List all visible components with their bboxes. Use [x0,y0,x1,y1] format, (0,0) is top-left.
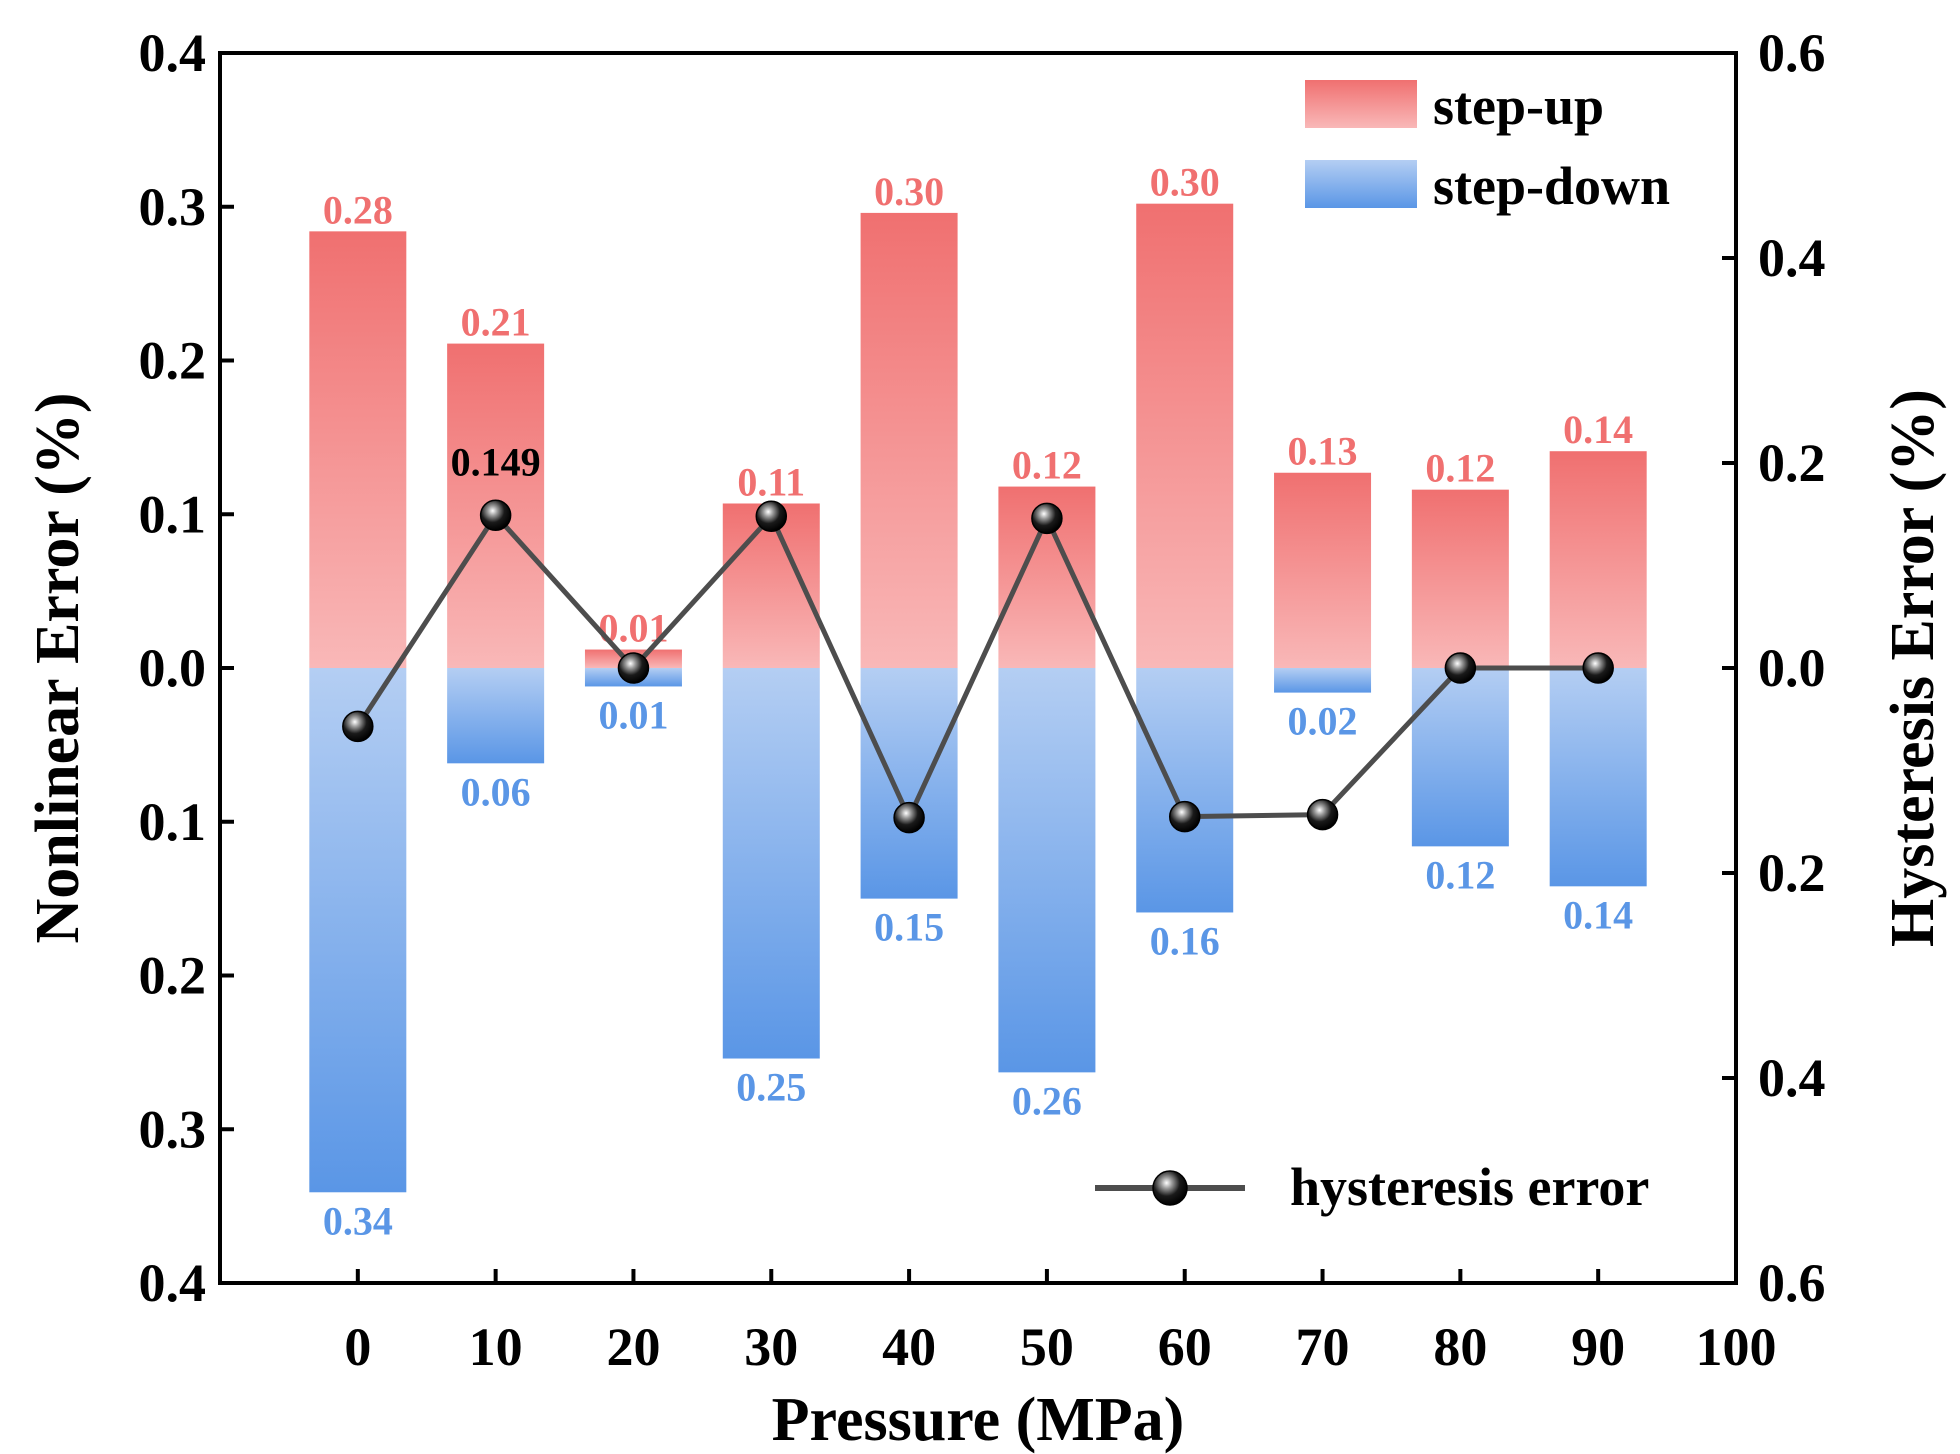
legend-bars: step-up step-down [1305,76,1670,216]
y-axis-right-title: Hysteresis Error (%) [1879,389,1947,947]
step-up-label-90: 0.14 [1563,407,1633,452]
step-up-label-60: 0.30 [1150,160,1220,205]
step-down-label-60: 0.16 [1150,918,1220,963]
x-tick-label-10: 10 [469,1317,523,1377]
y-left-tick-label-4: 0.0 [139,638,207,698]
y-right-tick-label-0: 0.6 [1758,23,1826,83]
y-left-tick-label-7: 0.3 [139,1099,207,1159]
legend-marker-icon [1152,1170,1188,1206]
y-axis-left-title: Nonlinear Error (%) [24,392,92,943]
step-down-label-0: 0.34 [323,1198,393,1243]
step-down-bars [309,668,1647,1193]
x-tick-label-60: 60 [1158,1317,1212,1377]
step-down-bar-40 [860,668,958,899]
step-down-bar-70 [1274,668,1372,693]
y-right-tick-label-6: 0.6 [1758,1253,1826,1313]
step-down-bar-90 [1549,668,1647,887]
step-down-bar-10 [447,668,545,764]
bar-value-labels: 0.280.340.210.060.010.010.110.250.300.15… [323,160,1633,1244]
hysteresis-line [355,512,1599,821]
legend-line: hysteresis error [1095,1157,1649,1217]
y-left-tick-label-2: 0.2 [139,331,207,391]
legend-label-step-up: step-up [1433,76,1604,136]
y-left-tick-label-0: 0.4 [139,23,207,83]
step-down-label-80: 0.12 [1425,852,1495,897]
hysteresis-point-30 [755,500,788,533]
step-down-label-70: 0.02 [1288,699,1358,744]
hysteresis-point-10 [479,499,512,532]
x-axis: 0 10 20 30 40 50 60 70 80 90 100 [344,1269,1777,1377]
x-tick-label-30: 30 [744,1317,798,1377]
y-right-tick-label-5: 0.4 [1758,1048,1826,1108]
x-tick-label-100: 100 [1696,1317,1777,1377]
step-down-bar-0 [309,668,407,1193]
step-up-label-0: 0.28 [323,187,393,232]
y-left-tick-label-5: 0.1 [139,792,207,852]
x-tick-label-40: 40 [882,1317,936,1377]
step-down-label-90: 0.14 [1563,892,1633,937]
y-right-tick-label-2: 0.2 [1758,433,1826,493]
step-up-bar-0 [309,231,407,668]
step-up-label-30: 0.11 [737,459,805,504]
y-right-tick-label-3: 0.0 [1758,638,1826,698]
y-right-tick-label-4: 0.2 [1758,843,1826,903]
step-up-bar-90 [1549,451,1647,668]
step-down-label-50: 0.26 [1012,1078,1082,1123]
hysteresis-point-40 [893,801,925,834]
y-left-tick-label-1: 0.3 [139,177,207,237]
legend-swatch-step-up [1305,80,1417,128]
x-tick-label-50: 50 [1020,1317,1074,1377]
y-left-tick-label-8: 0.4 [139,1253,207,1313]
step-up-bar-40 [860,212,958,668]
hysteresis-annotation: 0.149 [451,439,541,484]
x-tick-label-0: 0 [344,1317,371,1377]
step-up-bar-80 [1411,489,1509,668]
x-tick-label-20: 20 [606,1317,660,1377]
step-down-bar-80 [1411,668,1509,847]
step-up-bar-70 [1274,472,1372,668]
y-axis-left: 0.4 0.3 0.2 0.1 0.0 0.1 0.2 0.3 0.4 [139,23,234,1313]
y-right-tick-label-1: 0.4 [1758,228,1826,288]
step-up-label-40: 0.30 [874,169,944,214]
hysteresis-point-50 [1031,502,1063,535]
hysteresis-point-60 [1168,800,1201,833]
hysteresis-series: 0.149 [342,439,1614,834]
legend-swatch-step-down [1305,160,1417,208]
x-axis-title: Pressure (MPa) [772,1386,1185,1454]
step-down-label-40: 0.15 [874,905,944,950]
step-up-label-80: 0.12 [1425,446,1495,491]
step-down-bar-30 [722,668,820,1059]
step-up-label-70: 0.13 [1288,429,1358,474]
y-left-tick-label-3: 0.1 [139,484,207,544]
step-up-bars [309,203,1647,669]
step-down-bar-60 [1136,668,1234,913]
legend-label-step-down: step-down [1433,156,1670,216]
hysteresis-point-20 [617,652,650,684]
step-up-bar-60 [1136,203,1234,669]
step-down-label-10: 0.06 [461,769,531,814]
step-up-label-50: 0.12 [1012,443,1082,488]
x-tick-label-70: 70 [1296,1317,1350,1377]
hysteresis-point-0 [342,710,374,743]
x-tick-label-90: 90 [1571,1317,1625,1377]
step-down-label-20: 0.01 [598,692,668,737]
legend-label-hysteresis: hysteresis error [1290,1157,1649,1217]
y-left-tick-label-6: 0.2 [139,946,207,1006]
y-axis-right: 0.6 0.4 0.2 0.0 0.2 0.4 0.6 [1722,23,1826,1313]
hysteresis-point-80 [1444,652,1477,684]
hysteresis-point-90 [1582,652,1614,684]
step-down-label-30: 0.25 [736,1065,806,1110]
hysteresis-point-70 [1306,798,1339,831]
x-tick-label-80: 80 [1433,1317,1487,1377]
step-down-bar-50 [998,668,1096,1073]
step-up-label-10: 0.21 [461,300,531,345]
